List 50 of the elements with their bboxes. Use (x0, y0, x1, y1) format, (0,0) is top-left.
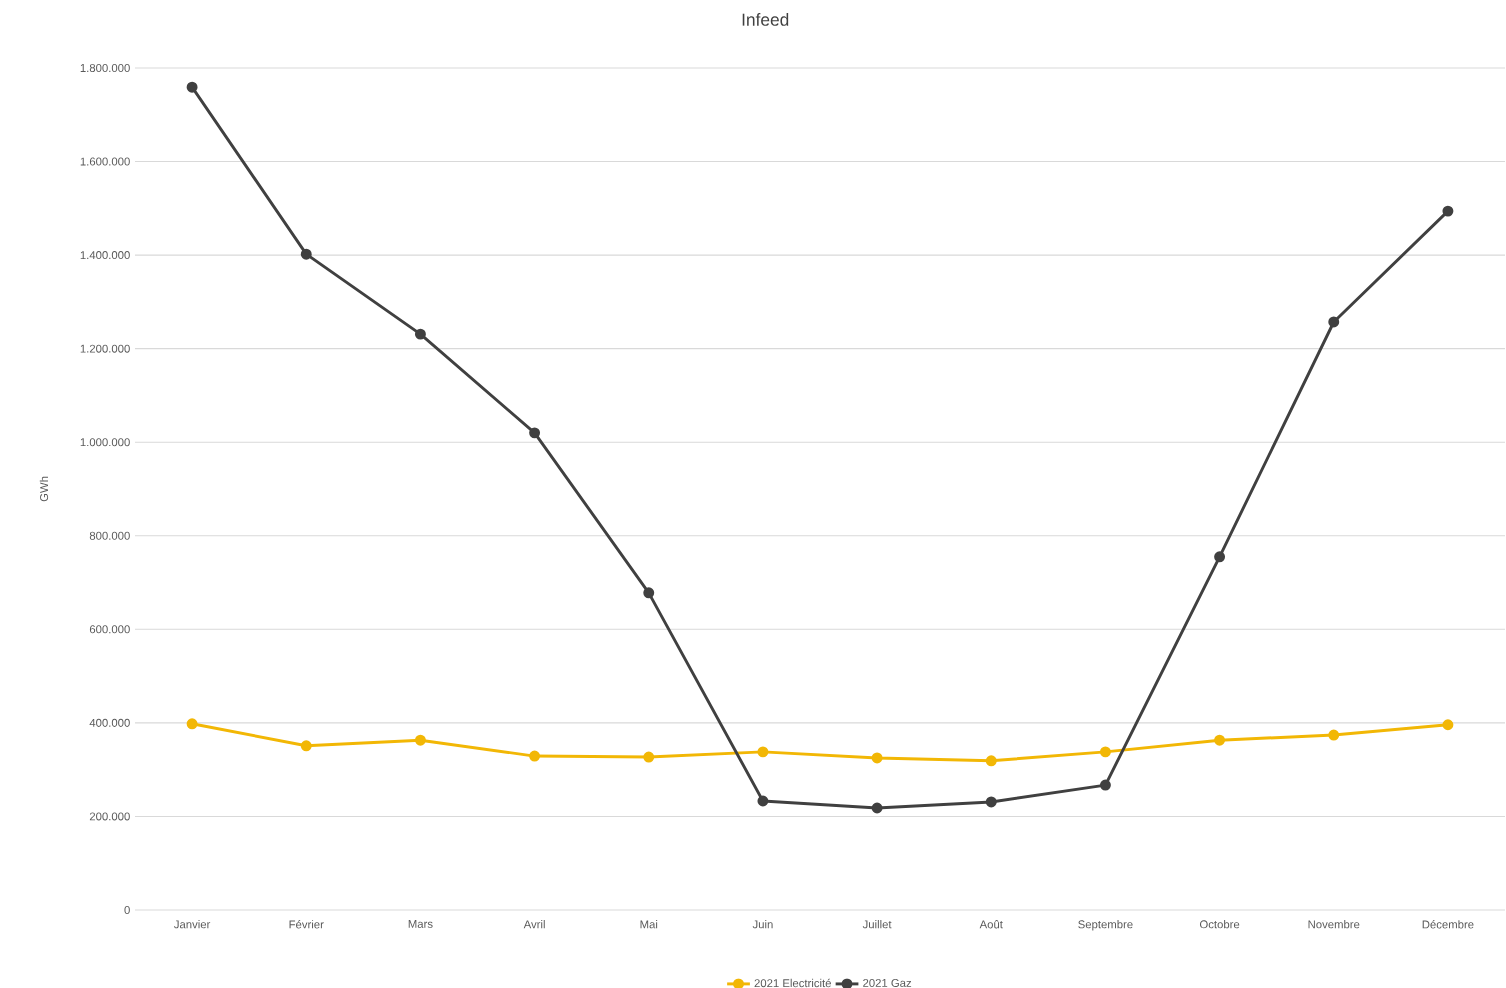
x-tick-label: Avril (523, 920, 545, 929)
y-tick-label: 600.000 (89, 625, 130, 634)
point (300, 740, 312, 752)
y-tick-label: 1.600.000 (80, 157, 130, 166)
point (414, 734, 426, 746)
x-tick-label: Mars (408, 920, 433, 928)
y-tick-label: 200.000 (89, 812, 130, 821)
y-axis-title: GWh (39, 476, 49, 502)
x-tick-label: Novembre (1308, 920, 1360, 929)
x-tick-label: Octobre (1199, 920, 1240, 929)
point (529, 427, 541, 439)
point (1328, 729, 1340, 741)
point (643, 751, 655, 763)
y-tick-label: 1.000.000 (80, 438, 130, 447)
point (186, 718, 198, 730)
point (1442, 205, 1454, 217)
x-tick-label: Janvier (173, 920, 211, 929)
point (414, 328, 426, 340)
point (985, 796, 997, 808)
point (1328, 316, 1340, 328)
legend-label: 2021 Gaz (863, 978, 912, 987)
legend-label: 2021 Electricité (754, 978, 831, 988)
x-tick-label: Juillet (862, 920, 892, 929)
point (643, 587, 655, 599)
point (871, 752, 883, 764)
point (1214, 734, 1226, 746)
y-tick-label: 1.400.000 (80, 251, 130, 260)
y-tick-label: 800.000 (89, 531, 130, 540)
point (1442, 719, 1454, 731)
y-tick-label: 400.000 (89, 718, 130, 727)
x-tick-label: Décembre (1422, 920, 1474, 929)
point (1099, 746, 1111, 758)
point (529, 750, 541, 762)
point (871, 802, 883, 814)
point (186, 81, 198, 93)
chart-title: Infeed (742, 13, 789, 26)
point (757, 795, 769, 807)
y-tick-label: 1.200.000 (80, 344, 130, 353)
x-tick-label: Août (979, 920, 1003, 929)
point (1099, 779, 1111, 791)
point (1214, 551, 1226, 563)
x-tick-label: Juin (752, 920, 773, 929)
x-tick-label: Septembre (1078, 920, 1133, 931)
y-tick-label: 1.800.000 (80, 63, 130, 72)
point (985, 755, 997, 767)
y-tick-label: 0 (124, 905, 130, 914)
point (757, 746, 769, 758)
x-tick-label: Mai (640, 920, 658, 929)
x-tick-label: Février (289, 920, 324, 929)
point (300, 248, 312, 260)
